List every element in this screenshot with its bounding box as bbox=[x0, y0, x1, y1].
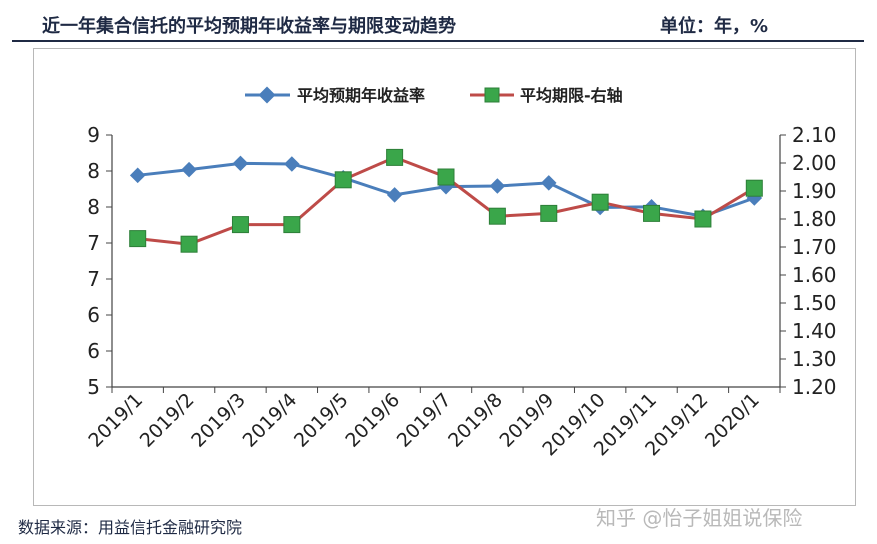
yield-point-marker bbox=[232, 155, 249, 172]
chart-header-title: 近一年集合信托的平均预期年收益率与期限变动趋势 bbox=[42, 16, 456, 37]
term-point-marker bbox=[694, 210, 712, 228]
left-tick-label: 8 bbox=[87, 195, 100, 219]
yield-point-marker bbox=[540, 175, 557, 191]
term-point-marker bbox=[386, 148, 404, 166]
legend-yield-label: 平均预期年收益率 bbox=[297, 86, 425, 105]
x-tick-label: 2019/2 bbox=[136, 389, 199, 452]
header-divider bbox=[12, 40, 864, 42]
right-tick-label: 1.70 bbox=[792, 235, 837, 259]
left-tick-label: 7 bbox=[87, 267, 100, 291]
term-point-marker bbox=[488, 207, 506, 225]
right-tick-label: 1.50 bbox=[792, 291, 837, 315]
term-point-marker bbox=[643, 204, 661, 222]
chart-legend: 平均预期年收益率 平均期限-右轴 bbox=[245, 86, 623, 105]
left-tick-label: 7 bbox=[87, 231, 100, 255]
term-point-marker bbox=[283, 216, 301, 234]
x-tick-label: 2019/8 bbox=[444, 389, 507, 452]
left-tick-label: 6 bbox=[87, 303, 100, 327]
right-tick-label: 1.30 bbox=[792, 347, 837, 371]
yield-point-marker bbox=[181, 161, 197, 178]
x-tick-label: 2019/4 bbox=[239, 389, 302, 452]
series-term bbox=[129, 148, 763, 253]
term-point-marker bbox=[540, 204, 558, 222]
right-tick-label: 1.60 bbox=[792, 263, 837, 287]
yield-point-marker bbox=[129, 167, 146, 184]
yield-point-marker bbox=[284, 156, 300, 172]
term-point-marker bbox=[745, 179, 763, 197]
right-tick-label: 1.20 bbox=[792, 375, 837, 399]
left-tick-label: 6 bbox=[87, 339, 100, 363]
term-point-marker bbox=[591, 193, 609, 211]
chart-header-unit: 单位：年，% bbox=[660, 16, 769, 37]
term-point-marker bbox=[231, 216, 249, 234]
x-tick-label: 2019/6 bbox=[341, 389, 404, 452]
right-tick-label: 2.10 bbox=[792, 123, 837, 147]
x-tick-label: 2019/3 bbox=[187, 389, 250, 452]
data-source-note: 数据来源：用益信托金融研究院 bbox=[18, 518, 243, 537]
legend-term-marker bbox=[484, 87, 500, 103]
legend-yield-marker bbox=[258, 86, 276, 104]
x-tick-label: 2019/7 bbox=[393, 389, 456, 452]
term-point-marker bbox=[129, 230, 147, 248]
right-tick-label: 1.80 bbox=[792, 207, 837, 231]
right-tick-label: 1.90 bbox=[792, 179, 837, 203]
x-axis-labels: 2019/12019/22019/32019/42019/52019/62019… bbox=[84, 389, 763, 460]
yield-point-marker bbox=[489, 178, 506, 194]
right-tick-label: 1.40 bbox=[792, 319, 837, 343]
chart-axes: 9 8 8 7 7 6 6 5 2.10 2.00 1.90 1.80 1.70 1.60 1.50 1.40… bbox=[87, 123, 836, 399]
legend-term-label: 平均期限-右轴 bbox=[520, 86, 623, 105]
left-tick-label: 8 bbox=[87, 159, 100, 183]
yield-point-marker bbox=[386, 187, 403, 203]
left-tick-label: 9 bbox=[87, 123, 100, 147]
right-tick-label: 2.00 bbox=[792, 151, 837, 175]
x-tick-label: 2020/1 bbox=[701, 389, 764, 452]
watermark-text: 知乎 @怡子姐姐说保险 bbox=[596, 506, 803, 530]
x-tick-label: 2019/5 bbox=[290, 389, 353, 452]
term-point-marker bbox=[334, 171, 352, 189]
chart-frame bbox=[33, 48, 856, 506]
term-point-marker bbox=[437, 168, 455, 186]
left-tick-label: 5 bbox=[87, 375, 100, 399]
term-point-marker bbox=[180, 235, 198, 253]
